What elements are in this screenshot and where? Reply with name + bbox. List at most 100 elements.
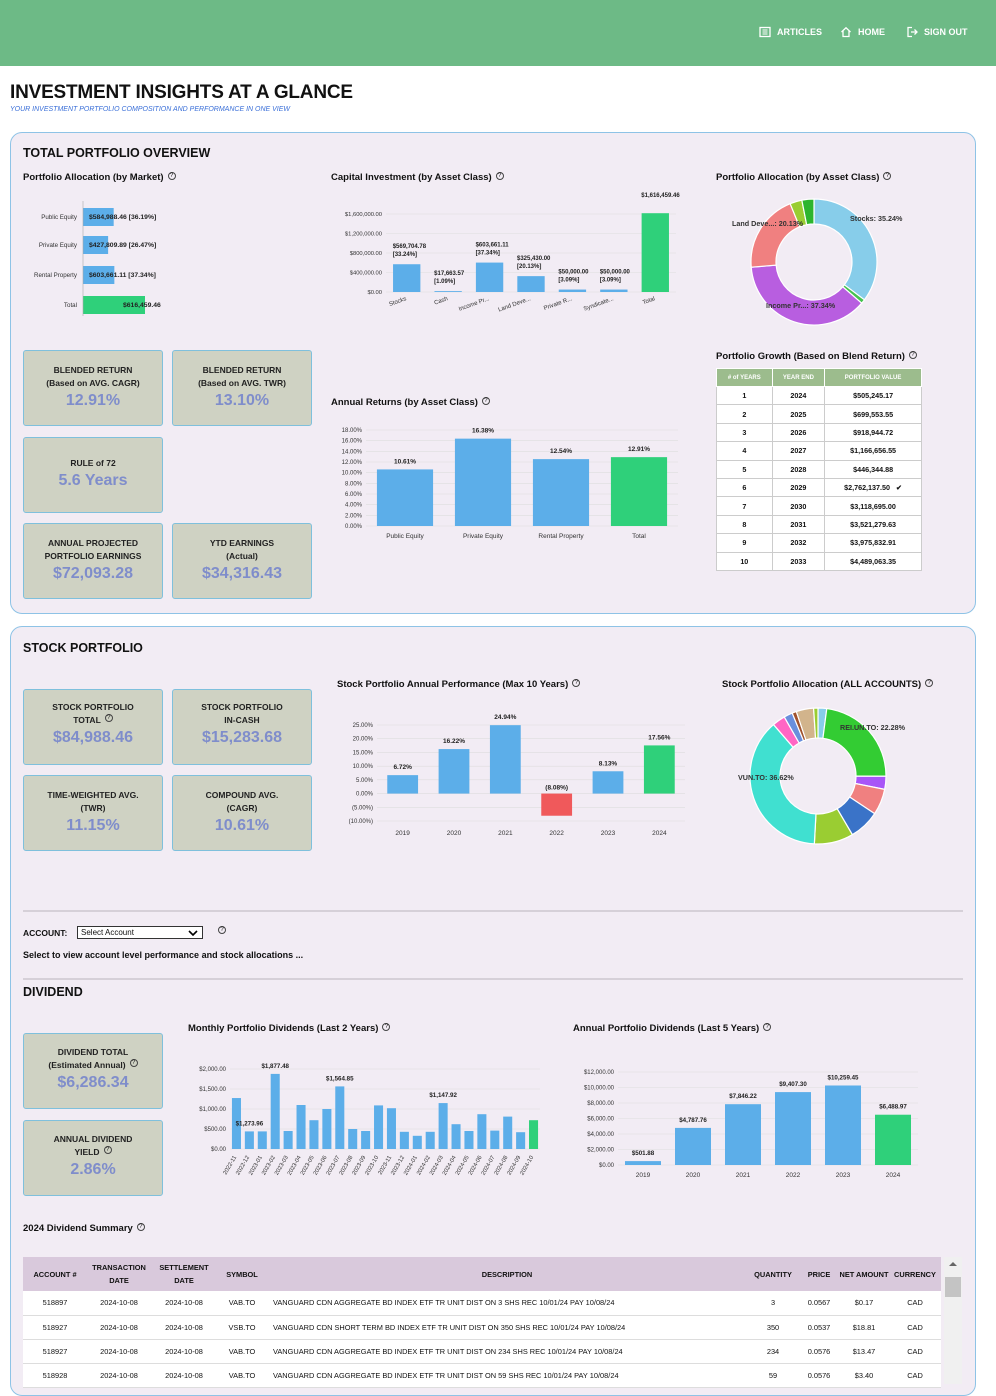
y-tick-label: 12.00% bbox=[342, 460, 363, 466]
help-icon[interactable]: ? bbox=[763, 1023, 772, 1031]
table-header[interactable]: QUANTITY bbox=[747, 1257, 799, 1291]
y-tick-label: 10.00% bbox=[353, 764, 374, 770]
scrollbar-thumb[interactable] bbox=[945, 1277, 961, 1297]
nav-home[interactable]: HOME bbox=[840, 26, 885, 38]
data-label: $603,661.11 bbox=[476, 243, 510, 249]
bar bbox=[283, 1131, 293, 1149]
table-cell: 0.0567 bbox=[799, 1291, 839, 1316]
help-icon[interactable]: ? bbox=[925, 679, 934, 687]
bar bbox=[399, 1131, 409, 1149]
x-tick-label: Private Equity bbox=[463, 533, 504, 540]
bar bbox=[875, 1114, 911, 1165]
x-tick-label: 2019 bbox=[395, 830, 410, 837]
table-row: 10 2033 $4,489,063.35 bbox=[716, 551, 922, 571]
table-cell: 2033 bbox=[771, 551, 826, 571]
y-tick-label: $0.00 bbox=[599, 1163, 615, 1169]
table-header[interactable]: SETTLEMENT DATE bbox=[151, 1257, 217, 1291]
help-icon[interactable]: ? bbox=[104, 714, 113, 722]
account-select[interactable]: Select Account bbox=[77, 926, 203, 939]
nav-articles[interactable]: ARTICLES bbox=[759, 26, 822, 38]
data-label: $427,809.89 [26.47%] bbox=[89, 242, 156, 249]
help-icon[interactable]: ? bbox=[572, 679, 581, 687]
x-tick-label: 2021 bbox=[736, 1172, 751, 1179]
help-icon[interactable]: ? bbox=[908, 351, 917, 359]
bar bbox=[393, 264, 421, 292]
annual-div-title-text: Annual Portfolio Dividends (Last 5 Years… bbox=[573, 1023, 760, 1034]
bar bbox=[438, 749, 470, 794]
data-label: $6,488.97 bbox=[879, 1104, 907, 1111]
y-tick-label: 10.00% bbox=[342, 471, 363, 477]
help-icon[interactable]: ? bbox=[495, 172, 504, 180]
capital-title: Capital Investment (by Asset Class)? bbox=[331, 172, 504, 183]
y-tick-label: 8.00% bbox=[345, 481, 363, 487]
bar bbox=[270, 1073, 280, 1149]
table-cell: $4,489,063.35 bbox=[824, 551, 922, 571]
table-row[interactable]: 518928 2024-10-08 2024-10-08 VAB.TO VANGUARD… bbox=[23, 1363, 941, 1388]
help-icon[interactable]: ? bbox=[883, 172, 892, 180]
table-row[interactable]: 518927 2024-10-08 2024-10-08 VAB.TO VANGUARD… bbox=[23, 1339, 941, 1364]
card-value: 10.61% bbox=[214, 817, 270, 834]
table-row[interactable]: 518927 2024-10-08 2024-10-08 VSB.TO VANGUARD… bbox=[23, 1315, 941, 1340]
card-value: 5.6 Years bbox=[58, 472, 128, 489]
card-label: (CAGR) bbox=[226, 803, 258, 813]
y-tick-label: 4.00% bbox=[345, 503, 363, 509]
table-cell: 234 bbox=[747, 1339, 799, 1364]
bar bbox=[641, 213, 669, 292]
y-tick-label: 18.00% bbox=[342, 428, 363, 434]
table-cell: 2028 bbox=[771, 459, 826, 479]
table-header[interactable]: TRANSACTION DATE bbox=[87, 1257, 151, 1291]
card-label: IN-CASH bbox=[224, 715, 260, 725]
table-row: 1 2024 $505,245.17 bbox=[716, 385, 922, 406]
home-icon bbox=[841, 26, 851, 38]
data-label: $1,616,459.46 bbox=[641, 193, 680, 199]
help-icon[interactable]: ? bbox=[382, 1023, 391, 1031]
scroll-up-icon[interactable] bbox=[944, 1257, 962, 1271]
table-cell: 1 bbox=[716, 385, 773, 406]
help-icon[interactable]: ? bbox=[481, 397, 490, 405]
table-cell: 2024-10-08 bbox=[87, 1291, 151, 1316]
help-icon[interactable]: ? bbox=[129, 1059, 138, 1067]
table-header[interactable]: CURRENCY bbox=[889, 1257, 941, 1291]
x-tick-label: 2021 bbox=[498, 830, 513, 837]
table-header[interactable]: ACCOUNT # bbox=[23, 1257, 87, 1291]
card-value: $6,286.34 bbox=[57, 1074, 129, 1091]
bar bbox=[490, 1130, 500, 1149]
table-header[interactable]: DESCRIPTION bbox=[267, 1257, 747, 1291]
stock-title: STOCK PORTFOLIO bbox=[23, 641, 143, 655]
table-cell: VAB.TO bbox=[217, 1363, 267, 1388]
articles-icon bbox=[759, 26, 771, 38]
table-cell: 2027 bbox=[771, 441, 826, 461]
table-cell: $918,944.72 bbox=[824, 422, 922, 443]
stock-perf-title-text: Stock Portfolio Annual Performance (Max … bbox=[337, 679, 569, 690]
bar bbox=[643, 745, 675, 794]
page-title: INVESTMENT INSIGHTS AT A GLANCE bbox=[10, 82, 353, 103]
table-scrollbar[interactable] bbox=[944, 1257, 962, 1384]
table-cell: 7 bbox=[716, 496, 773, 516]
table-header[interactable]: SYMBOL bbox=[217, 1257, 267, 1291]
card-label-text: YIELD bbox=[74, 1147, 100, 1157]
bar bbox=[610, 457, 668, 526]
help-icon[interactable]: ? bbox=[167, 172, 176, 180]
account-label: ACCOUNT: bbox=[23, 928, 68, 938]
help-icon[interactable]: ? bbox=[103, 1146, 112, 1154]
data-label: [3.09%] bbox=[558, 278, 579, 284]
data-label: [37.34%] bbox=[476, 251, 500, 257]
alloc-market-title-text: Portfolio Allocation (by Market) bbox=[23, 172, 164, 183]
help-icon[interactable]: ? bbox=[218, 926, 226, 934]
account-hint: Select to view account level performance… bbox=[23, 950, 304, 960]
table-header[interactable]: PRICE bbox=[799, 1257, 839, 1291]
nav-sign-out[interactable]: SIGN OUT bbox=[906, 26, 968, 38]
card-label: (Estimated Annual)? bbox=[24, 1059, 162, 1072]
card-rule-72: RULE of 72 5.6 Years bbox=[23, 437, 163, 513]
overview-title: TOTAL PORTFOLIO OVERVIEW bbox=[23, 146, 211, 160]
data-label: $1,877.48 bbox=[261, 1063, 289, 1070]
table-header[interactable]: NET AMOUNT bbox=[839, 1257, 889, 1291]
help-icon[interactable]: ? bbox=[136, 1223, 145, 1231]
donut-slice bbox=[750, 264, 863, 326]
bar bbox=[361, 1131, 371, 1149]
table-cell: 518927 bbox=[23, 1315, 87, 1340]
annual-div-title: Annual Portfolio Dividends (Last 5 Years… bbox=[573, 1023, 772, 1034]
table-cell: $505,245.17 bbox=[824, 385, 922, 406]
x-tick-label: Syndicate... bbox=[583, 296, 615, 312]
table-row[interactable]: 518897 2024-10-08 2024-10-08 VAB.TO VANGUARD… bbox=[23, 1291, 941, 1316]
